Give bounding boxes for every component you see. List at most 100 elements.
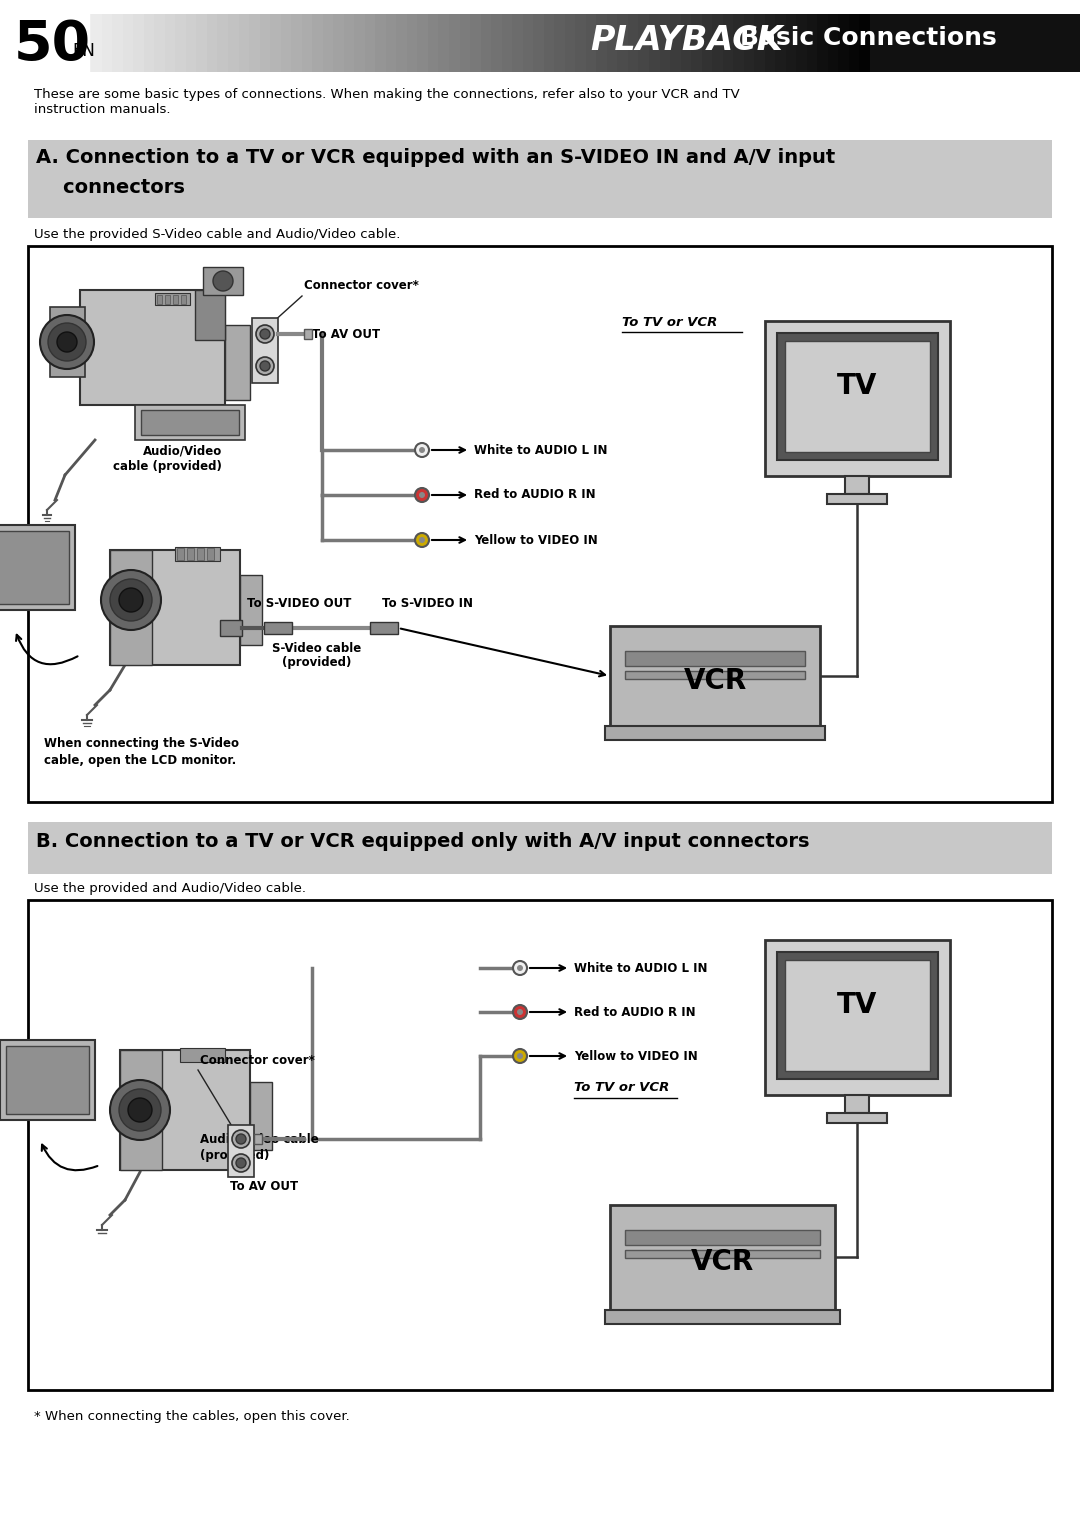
Circle shape bbox=[129, 1098, 152, 1122]
Bar bbox=[203, 267, 243, 294]
Bar bbox=[59, 14, 70, 72]
Bar bbox=[228, 14, 239, 72]
Bar bbox=[343, 14, 354, 72]
Bar bbox=[0, 14, 90, 72]
Bar bbox=[177, 547, 184, 560]
Bar bbox=[28, 245, 1052, 802]
Bar bbox=[228, 1125, 254, 1177]
Bar bbox=[110, 550, 240, 665]
Text: Use the provided S-Video cable and Audio/Video cable.: Use the provided S-Video cable and Audio… bbox=[33, 228, 401, 241]
Circle shape bbox=[232, 1154, 249, 1173]
Bar bbox=[0, 530, 69, 604]
Bar bbox=[165, 14, 176, 72]
Text: (provided): (provided) bbox=[200, 1150, 269, 1162]
Circle shape bbox=[415, 487, 429, 501]
Circle shape bbox=[256, 357, 274, 376]
Bar bbox=[625, 1249, 820, 1259]
Text: To AV OUT: To AV OUT bbox=[312, 328, 380, 340]
Bar bbox=[576, 14, 586, 72]
Bar bbox=[605, 1311, 840, 1325]
Text: 50: 50 bbox=[14, 18, 91, 72]
Text: Basic Connections: Basic Connections bbox=[740, 26, 997, 51]
Circle shape bbox=[110, 1081, 170, 1141]
Bar bbox=[610, 625, 820, 727]
Text: To TV or VCR: To TV or VCR bbox=[573, 1081, 670, 1095]
Circle shape bbox=[419, 492, 426, 498]
Circle shape bbox=[256, 325, 274, 343]
Text: cable, open the LCD monitor.: cable, open the LCD monitor. bbox=[44, 754, 237, 766]
Bar bbox=[565, 14, 576, 72]
Circle shape bbox=[40, 314, 94, 369]
Bar bbox=[102, 14, 112, 72]
Text: Connector cover*: Connector cover* bbox=[200, 1055, 315, 1067]
Bar bbox=[120, 1050, 249, 1170]
Bar bbox=[827, 494, 887, 504]
Bar bbox=[625, 652, 805, 665]
Circle shape bbox=[260, 330, 270, 339]
Bar bbox=[785, 340, 930, 452]
Bar bbox=[264, 622, 292, 635]
Bar bbox=[28, 822, 1052, 874]
Circle shape bbox=[232, 1130, 249, 1148]
Bar bbox=[292, 14, 302, 72]
Bar bbox=[49, 14, 60, 72]
Text: Connector cover*: Connector cover* bbox=[303, 279, 419, 291]
Bar bbox=[428, 14, 438, 72]
Text: To TV or VCR: To TV or VCR bbox=[622, 316, 717, 330]
Circle shape bbox=[110, 579, 152, 621]
Circle shape bbox=[102, 570, 161, 630]
Bar bbox=[845, 477, 869, 494]
Bar bbox=[449, 14, 460, 72]
Circle shape bbox=[419, 448, 426, 452]
Bar bbox=[649, 14, 660, 72]
Text: Red to AUDIO R IN: Red to AUDIO R IN bbox=[573, 1006, 696, 1018]
Bar bbox=[156, 293, 190, 305]
Bar bbox=[744, 14, 755, 72]
Bar bbox=[187, 547, 194, 560]
Bar bbox=[534, 14, 544, 72]
Bar bbox=[670, 14, 681, 72]
Bar bbox=[180, 1049, 225, 1062]
Circle shape bbox=[119, 589, 143, 612]
Text: Audio/Video: Audio/Video bbox=[143, 445, 222, 457]
Bar bbox=[28, 900, 1052, 1390]
Text: Use the provided and Audio/Video cable.: Use the provided and Audio/Video cable. bbox=[33, 881, 306, 895]
Bar bbox=[197, 547, 204, 560]
Bar bbox=[123, 14, 134, 72]
Circle shape bbox=[517, 1053, 523, 1059]
Bar bbox=[312, 14, 323, 72]
Bar bbox=[259, 14, 271, 72]
Bar bbox=[217, 14, 229, 72]
Bar bbox=[254, 1134, 262, 1144]
Bar bbox=[376, 14, 387, 72]
Text: S-Video cable: S-Video cable bbox=[272, 642, 362, 655]
Bar bbox=[775, 14, 786, 72]
Bar bbox=[110, 550, 152, 665]
Bar bbox=[554, 14, 565, 72]
Bar bbox=[702, 14, 713, 72]
Text: TV: TV bbox=[837, 990, 877, 1019]
Bar bbox=[625, 671, 805, 679]
Bar bbox=[207, 547, 214, 560]
Text: When connecting the S-Video: When connecting the S-Video bbox=[44, 737, 239, 750]
Text: VCR: VCR bbox=[690, 1248, 754, 1275]
Bar bbox=[845, 1095, 869, 1113]
Text: * When connecting the cables, open this cover.: * When connecting the cables, open this … bbox=[33, 1410, 350, 1423]
Bar bbox=[827, 1113, 887, 1124]
Bar bbox=[627, 14, 639, 72]
Bar bbox=[733, 14, 744, 72]
Bar bbox=[596, 14, 607, 72]
Bar bbox=[638, 14, 649, 72]
Bar bbox=[133, 14, 145, 72]
Bar bbox=[491, 14, 502, 72]
Bar bbox=[470, 14, 481, 72]
Bar bbox=[625, 1229, 820, 1245]
Text: White to AUDIO L IN: White to AUDIO L IN bbox=[474, 443, 607, 457]
Text: cable (provided): cable (provided) bbox=[113, 460, 222, 474]
Bar bbox=[838, 14, 850, 72]
Text: These are some basic types of connections. When making the connections, refer al: These are some basic types of connection… bbox=[33, 87, 740, 117]
Bar bbox=[120, 1050, 162, 1170]
Bar bbox=[660, 14, 671, 72]
Bar bbox=[691, 14, 702, 72]
Bar bbox=[28, 14, 39, 72]
